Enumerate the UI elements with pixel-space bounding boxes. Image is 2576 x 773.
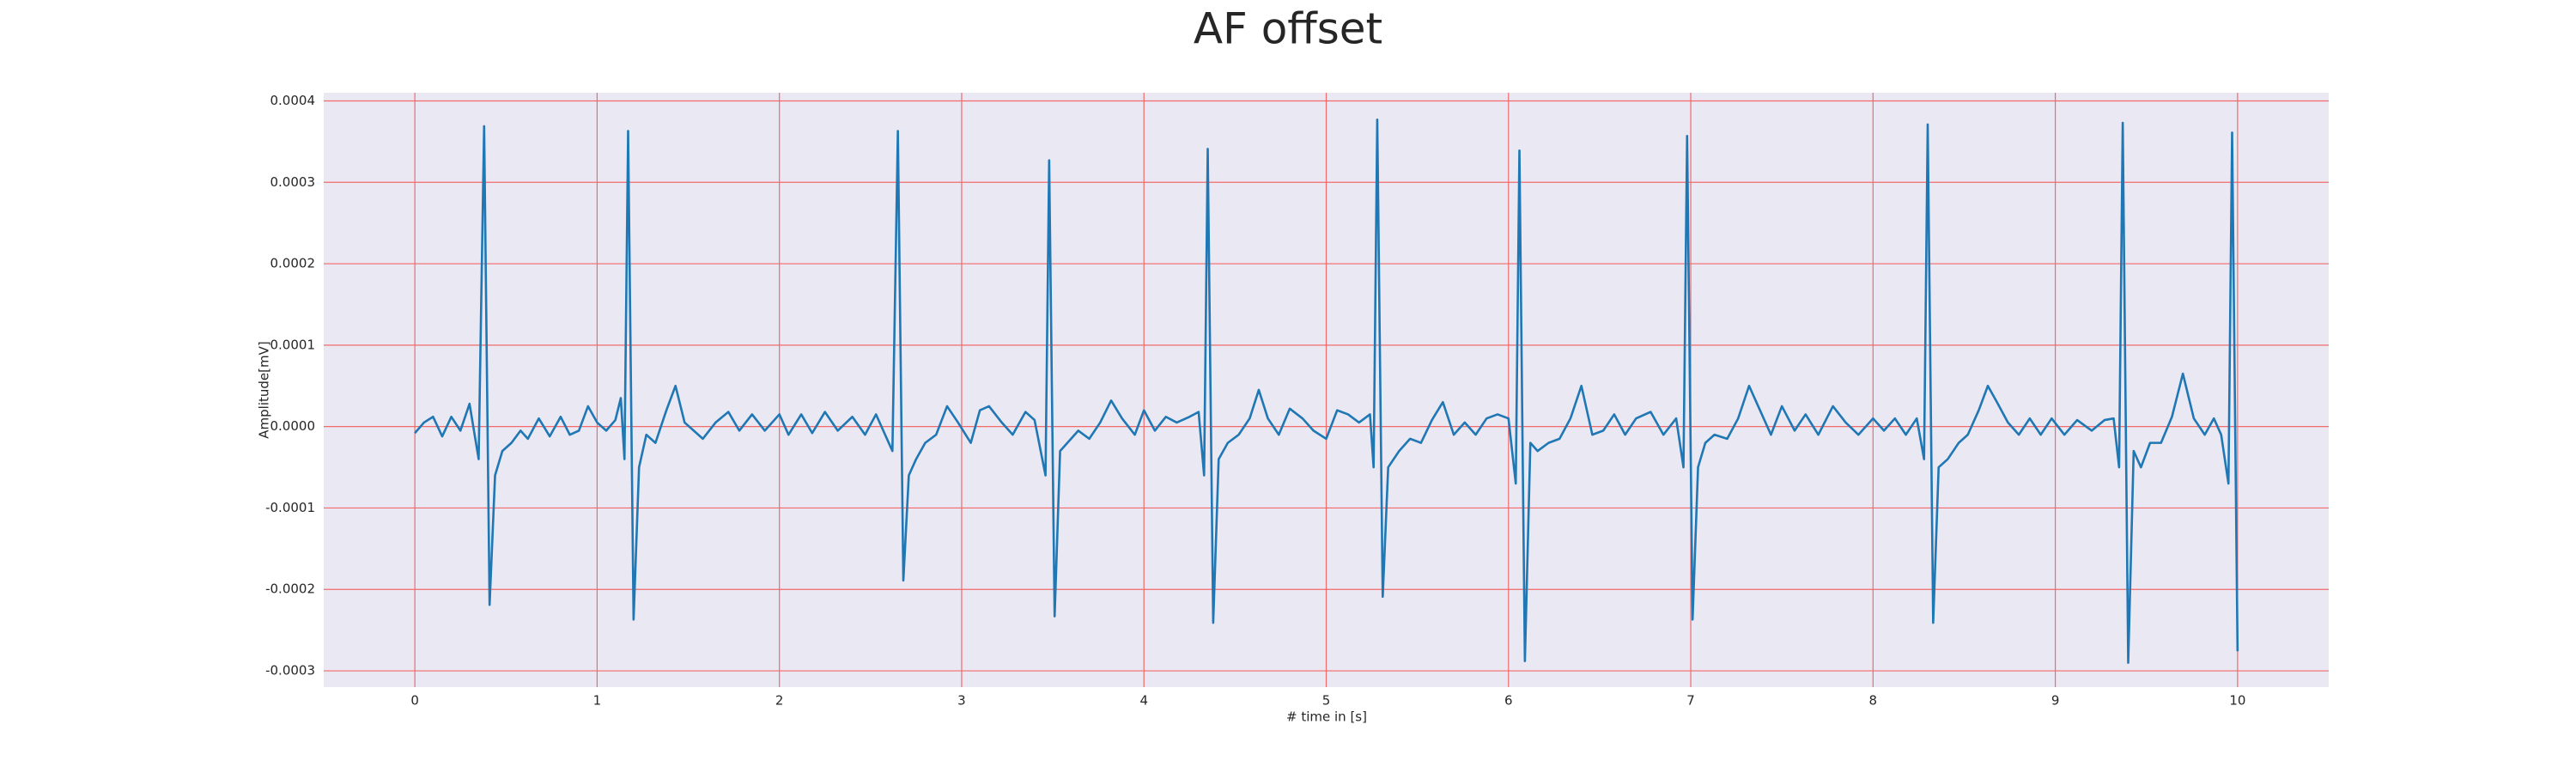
x-tick-label: 2 [775,693,784,709]
grid [324,93,2329,687]
y-tick-label: 0.0003 [270,174,316,190]
ticks: 0 1 2 3 4 5 6 7 8 9 10 -0.0003 -0.0002 -0.0001 0.0000 0… [265,93,2245,709]
y-tick-label: 0.0004 [270,93,316,108]
marks [414,118,2239,664]
chart-title: AF offset [1194,4,1382,54]
x-tick-label: 4 [1139,693,1148,709]
x-tick-label: 7 [1686,693,1695,709]
y-tick-label: -0.0002 [265,581,315,597]
x-tick-label: 0 [410,693,419,709]
x-tick-label: 8 [1869,693,1878,709]
x-axis-label: # time in [s] [1286,709,1367,725]
x-tick-label: 3 [957,693,966,709]
x-tick-label: 5 [1322,693,1331,709]
y-tick-label: -0.0003 [265,663,315,679]
x-tick-label: 6 [1504,693,1513,709]
y-tick-label: 0.0002 [270,256,316,271]
x-tick-label: 1 [593,693,602,709]
y-tick-label: -0.0001 [265,500,315,515]
signal-line [414,118,2239,664]
x-tick-label: 9 [2051,693,2060,709]
x-tick-label: 10 [2229,693,2245,709]
y-tick-label: 0.0000 [270,418,316,434]
y-axis-label: Amplitude[mV] [257,341,272,438]
y-tick-label: 0.0001 [270,337,316,352]
